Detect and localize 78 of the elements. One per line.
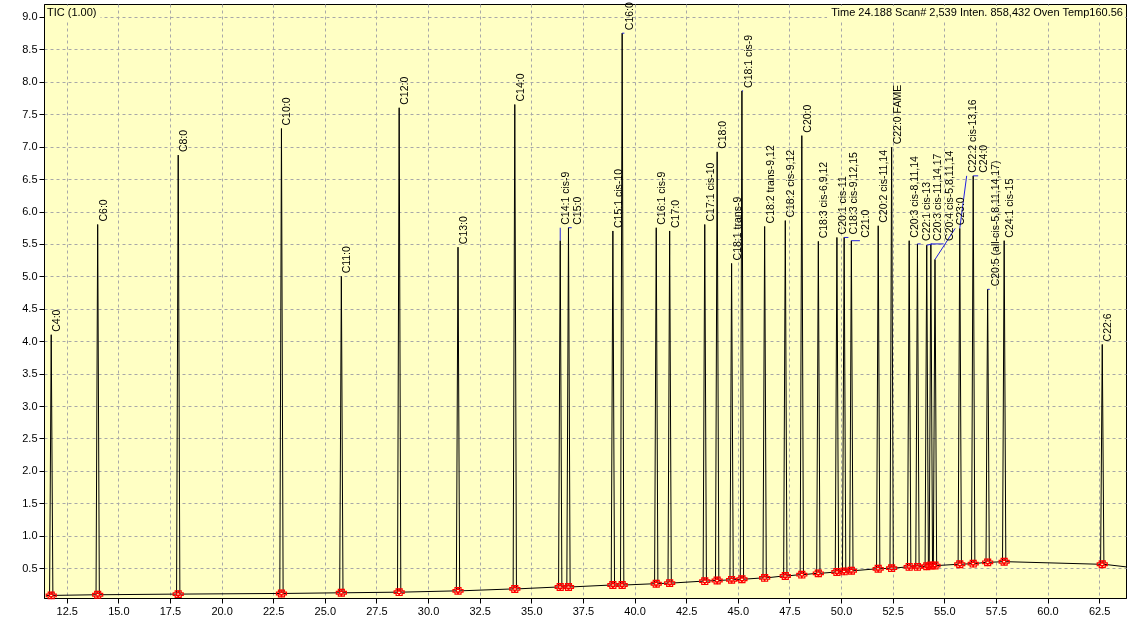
x-tick-label: 27.5: [366, 604, 388, 617]
y-tick-label: 2.0: [22, 464, 38, 477]
annotation: TIC (1.00): [47, 6, 97, 18]
annotation: C6:0: [96, 199, 109, 222]
y-tick-label: 1.0: [22, 529, 38, 542]
y-tick-label: 0.5: [22, 561, 38, 574]
annotation: C22:6: [1101, 313, 1114, 342]
x-tick-label: 37.5: [572, 604, 595, 617]
y-tick-label: 3.0: [22, 399, 38, 412]
y-tick-label: 5.0: [22, 269, 38, 282]
annotation: C14:0: [513, 73, 526, 102]
annotation: C20:3 cis-8,11,14: [908, 156, 921, 238]
annotation: C18:3 cis-6,9,12: [817, 161, 830, 239]
annotation: C24:1 cis-15: [1003, 178, 1016, 238]
y-tick-label: 8.5: [22, 42, 38, 55]
annotation: C16:0: [623, 2, 636, 31]
annotation: C21:0: [858, 209, 871, 238]
annotation: C18:3 cis-9,12,15: [847, 151, 860, 235]
annotation: C20:2 cis-11,14: [877, 149, 890, 223]
annotation: C22:1 cis-13: [919, 181, 932, 241]
x-tick-label: 40.0: [624, 604, 646, 617]
annotation: C11:0: [340, 245, 353, 274]
annotation: C20:3 cis-11,14,17: [931, 153, 944, 241]
y-tick-label: 1.5: [22, 496, 38, 509]
annotation: C22:0 FAME: [890, 84, 903, 145]
y-tick-label: 2.5: [22, 431, 38, 444]
y-tick-label: 3.5: [22, 367, 38, 380]
annotation: C20:0: [800, 104, 813, 133]
x-tick-label: 35.0: [521, 604, 543, 617]
y-tick-label: 9.0: [22, 10, 38, 23]
x-tick-label: 17.5: [159, 604, 182, 617]
x-tick-label: 55.0: [934, 604, 956, 617]
annotation: C17:0: [668, 199, 681, 228]
x-tick-label: 47.5: [779, 604, 801, 617]
x-tick-label: 62.5: [1088, 604, 1111, 617]
annotation: C4:0: [50, 309, 63, 332]
annotation: C14:1 cis-9: [559, 171, 572, 225]
annotation: C24:0: [977, 144, 990, 173]
x-tick-label: 57.5: [985, 604, 1008, 617]
annotation: C20:4 cis-5,8,11,14: [942, 150, 955, 241]
y-tick-label: 6.5: [22, 172, 38, 185]
y-tick-label: 6.0: [22, 205, 38, 218]
x-tick-label: 52.5: [882, 604, 904, 617]
y-tick-label: 5.5: [22, 237, 38, 250]
x-tick-label: 50.0: [830, 604, 853, 617]
annotation: C10:0: [280, 97, 293, 126]
x-tick-label: 42.5: [675, 604, 698, 617]
annotation: C13:0: [457, 216, 470, 245]
x-tick-label: 32.5: [469, 604, 491, 617]
y-tick-label: 4.0: [22, 334, 38, 347]
annotation: C22:2 cis-13,16: [965, 99, 978, 173]
x-tick-label: 15.0: [108, 604, 130, 617]
annotation: C17:1 cis-10: [703, 162, 716, 222]
annotation: C18:2 trans-9,12: [763, 145, 776, 224]
x-tick-label: 25.0: [314, 604, 337, 617]
x-tick-label: 45.0: [727, 604, 750, 617]
annotation: Time 24.188 Scan# 2,539 Inten. 858,432 Oven Temp160.56: [831, 6, 1123, 18]
x-tick-label: 20.0: [211, 604, 233, 617]
y-tick-label: 8.0: [22, 75, 38, 88]
annotation: C18:2 cis-9,12: [784, 149, 797, 218]
annotation: C18:0: [716, 120, 729, 149]
annotation: C20:5 (all-cis-5,8,11,14,17): [988, 160, 1001, 287]
annotation: C23:0: [954, 197, 967, 226]
y-tick-label: 4.5: [22, 302, 38, 315]
annotation: C20:1 cis-11: [835, 176, 848, 235]
x-tick-label: 30.0: [417, 604, 440, 617]
annotation: C18:1 trans-9: [730, 196, 743, 261]
annotation: C18:1 cis-9: [742, 34, 755, 88]
annotation: C15:1 cis-10: [611, 168, 624, 228]
annotation: C16:1 cis-9: [655, 171, 668, 225]
annotation: C12:0: [398, 76, 411, 105]
y-tick-label: 7.5: [22, 107, 38, 120]
y-tick-label: 7.0: [22, 140, 38, 153]
x-tick-label: 22.5: [262, 604, 285, 617]
annotation: C15:0: [570, 196, 583, 225]
annotation: C8:0: [177, 129, 190, 153]
x-tick-label: 60.0: [1037, 604, 1059, 617]
x-tick-label: 12.5: [56, 604, 78, 617]
